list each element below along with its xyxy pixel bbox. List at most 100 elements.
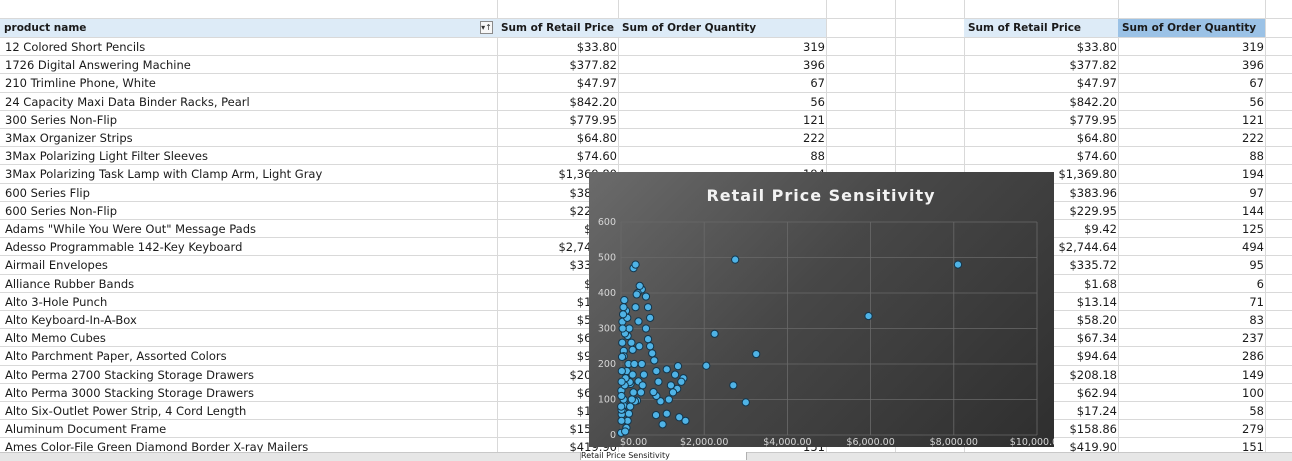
product-name-cell[interactable]: Alto Perma 3000 Stacking Storage Drawers <box>5 385 254 400</box>
retail-price-cell[interactable]: $377.82 <box>1069 58 1117 73</box>
data-point <box>628 345 637 354</box>
data-point <box>635 281 644 291</box>
header-retail-price-2[interactable]: Sum of Retail Price <box>964 19 1118 37</box>
product-name-cell[interactable]: Alliance Rubber Bands <box>5 276 135 291</box>
order-quantity-cell[interactable]: 121 <box>803 112 825 127</box>
data-point <box>658 420 667 429</box>
data-point <box>668 388 678 397</box>
product-name-cell[interactable]: 3Max Organizer Strips <box>5 131 133 145</box>
order-quantity-cell[interactable]: 494 <box>1242 240 1264 255</box>
order-quantity-cell[interactable]: 6 <box>1256 276 1264 291</box>
retail-price-cell[interactable]: $2,744.64 <box>1058 240 1117 255</box>
order-quantity-cell[interactable]: 67 <box>1249 76 1264 91</box>
product-name-cell[interactable]: 3Max Polarizing Task Lamp with Clamp Arm… <box>5 167 323 182</box>
retail-price-cell[interactable]: $58.20 <box>1076 313 1117 327</box>
header-product-name[interactable]: product name <box>0 19 497 37</box>
retail-price-cell[interactable]: $9.42 <box>1084 222 1117 236</box>
product-name-cell[interactable]: Alto Six-Outlet Power Strip, 4 Cord Leng… <box>5 404 247 418</box>
retail-price-cell[interactable]: $74.60 <box>1076 149 1117 164</box>
product-name-cell[interactable]: Alto Parchment Paper, Assorted Colors <box>5 349 227 364</box>
product-name-cell[interactable]: 600 Series Flip <box>5 185 90 200</box>
product-name-cell[interactable]: 300 Series Non-Flip <box>5 112 118 127</box>
order-quantity-cell[interactable]: 58 <box>1249 404 1264 418</box>
order-quantity-cell[interactable]: 149 <box>1242 367 1264 382</box>
row-divider <box>0 109 1292 111</box>
product-name-cell[interactable]: Alto Perma 2700 Stacking Storage Drawers <box>5 367 254 382</box>
sheet-tab[interactable]: Retail Price Sensitivity <box>580 452 747 460</box>
retail-price-cell[interactable]: $383.96 <box>1069 185 1117 200</box>
order-quantity-cell[interactable]: 88 <box>1249 149 1264 164</box>
order-quantity-cell[interactable]: 56 <box>810 94 825 109</box>
order-quantity-cell[interactable]: 144 <box>1242 203 1264 218</box>
retail-price-cell[interactable]: $377.82 <box>569 58 617 73</box>
order-quantity-cell[interactable]: 121 <box>1242 112 1264 127</box>
product-name-cell[interactable]: Adesso Programmable 142-Key Keyboard <box>5 240 243 255</box>
header-retail-price[interactable]: Sum of Retail Price <box>497 19 618 37</box>
order-quantity-cell[interactable]: 222 <box>803 131 825 145</box>
order-quantity-cell[interactable]: 125 <box>1242 222 1264 236</box>
retail-price-cell[interactable]: $64.80 <box>576 131 617 145</box>
retail-price-cell[interactable]: $229.95 <box>1069 203 1117 218</box>
order-quantity-cell[interactable]: 95 <box>1249 258 1264 273</box>
product-name-cell[interactable]: Adams "While You Were Out" Message Pads <box>5 222 256 236</box>
order-quantity-cell[interactable]: 100 <box>1242 385 1264 400</box>
retail-price-cell[interactable]: $208.18 <box>1069 367 1117 382</box>
data-point <box>670 370 680 379</box>
retail-price-cell[interactable]: $94.64 <box>1076 349 1117 364</box>
retail-price-cell[interactable]: $62.94 <box>1076 385 1117 400</box>
retail-price-cell[interactable]: $779.95 <box>569 112 617 127</box>
retail-price-cell[interactable]: $17.24 <box>1076 404 1117 418</box>
retail-price-cell[interactable]: $419.90 <box>1069 440 1117 455</box>
data-point <box>617 391 626 401</box>
order-quantity-cell[interactable]: 67 <box>810 76 825 91</box>
order-quantity-cell[interactable]: 237 <box>1242 331 1264 346</box>
product-name-cell[interactable]: Alto 3-Hole Punch <box>5 294 108 309</box>
retail-price-cell[interactable]: $33.80 <box>1076 40 1117 54</box>
product-name-cell[interactable]: 3Max Polarizing Light Filter Sleeves <box>5 149 208 164</box>
data-point <box>646 313 655 322</box>
scatter-chart[interactable]: Retail Price Sensitivity 0 100 200 300 400 500… <box>589 172 1064 448</box>
product-name-cell[interactable]: 12 Colored Short Pencils <box>5 40 146 54</box>
order-quantity-cell[interactable]: 319 <box>1242 40 1264 54</box>
product-name-cell[interactable]: 210 Trimline Phone, White <box>5 76 156 91</box>
order-quantity-cell[interactable]: 56 <box>1249 94 1264 109</box>
order-quantity-cell[interactable]: 396 <box>1242 58 1264 73</box>
retail-price-cell[interactable]: $64.80 <box>1076 131 1117 145</box>
retail-price-cell[interactable]: $158.86 <box>1069 422 1117 437</box>
order-quantity-cell[interactable]: 279 <box>1242 422 1264 437</box>
order-quantity-cell[interactable]: 71 <box>1249 294 1264 309</box>
order-quantity-cell[interactable]: 286 <box>1242 349 1264 364</box>
order-quantity-cell[interactable]: 88 <box>810 149 825 164</box>
retail-price-cell[interactable]: $779.95 <box>1069 112 1117 127</box>
retail-price-cell[interactable]: $842.20 <box>569 94 617 109</box>
order-quantity-cell[interactable]: 396 <box>803 58 825 73</box>
retail-price-cell[interactable]: $842.20 <box>1069 94 1117 109</box>
retail-price-cell[interactable]: $47.97 <box>576 76 617 91</box>
retail-price-cell[interactable]: $1,369.80 <box>1058 167 1117 182</box>
header-order-quantity[interactable]: Sum of Order Quantity <box>618 19 826 37</box>
header-order-quantity-2[interactable]: Sum of Order Quantity <box>1118 19 1265 37</box>
retail-price-cell[interactable]: $33.80 <box>576 40 617 54</box>
order-quantity-cell[interactable]: 194 <box>1242 167 1264 182</box>
product-name-cell[interactable]: Alto Memo Cubes <box>5 331 106 346</box>
order-quantity-cell[interactable]: 151 <box>1242 440 1264 455</box>
product-name-cell[interactable]: Airmail Envelopes <box>5 258 108 273</box>
order-quantity-cell[interactable]: 222 <box>1242 131 1264 145</box>
product-name-cell[interactable]: 600 Series Non-Flip <box>5 203 118 218</box>
product-name-cell[interactable]: Aluminum Document Frame <box>5 422 167 437</box>
order-quantity-cell[interactable]: 319 <box>803 40 825 54</box>
product-name-cell[interactable]: Alto Keyboard-In-A-Box <box>5 313 137 327</box>
retail-price-cell[interactable]: $74.60 <box>576 149 617 164</box>
sort-filter-icon[interactable]: ▾↑ <box>480 21 493 34</box>
order-quantity-cell[interactable]: 97 <box>1249 185 1264 200</box>
retail-price-cell[interactable]: $47.97 <box>1076 76 1117 91</box>
product-name-cell[interactable]: 24 Capacity Maxi Data Binder Racks, Pear… <box>5 94 250 109</box>
data-point <box>729 381 738 390</box>
retail-price-cell[interactable]: $13.14 <box>1076 294 1117 309</box>
product-name-cell[interactable]: 1726 Digital Answering Machine <box>5 58 191 73</box>
retail-price-cell[interactable]: $67.34 <box>1076 331 1117 346</box>
retail-price-cell[interactable]: $1.68 <box>1084 276 1117 291</box>
order-quantity-cell[interactable]: 83 <box>1249 313 1264 327</box>
product-name-cell[interactable]: Ames Color-File Green Diamond Border X-r… <box>5 440 309 455</box>
retail-price-cell[interactable]: $335.72 <box>1069 258 1117 273</box>
